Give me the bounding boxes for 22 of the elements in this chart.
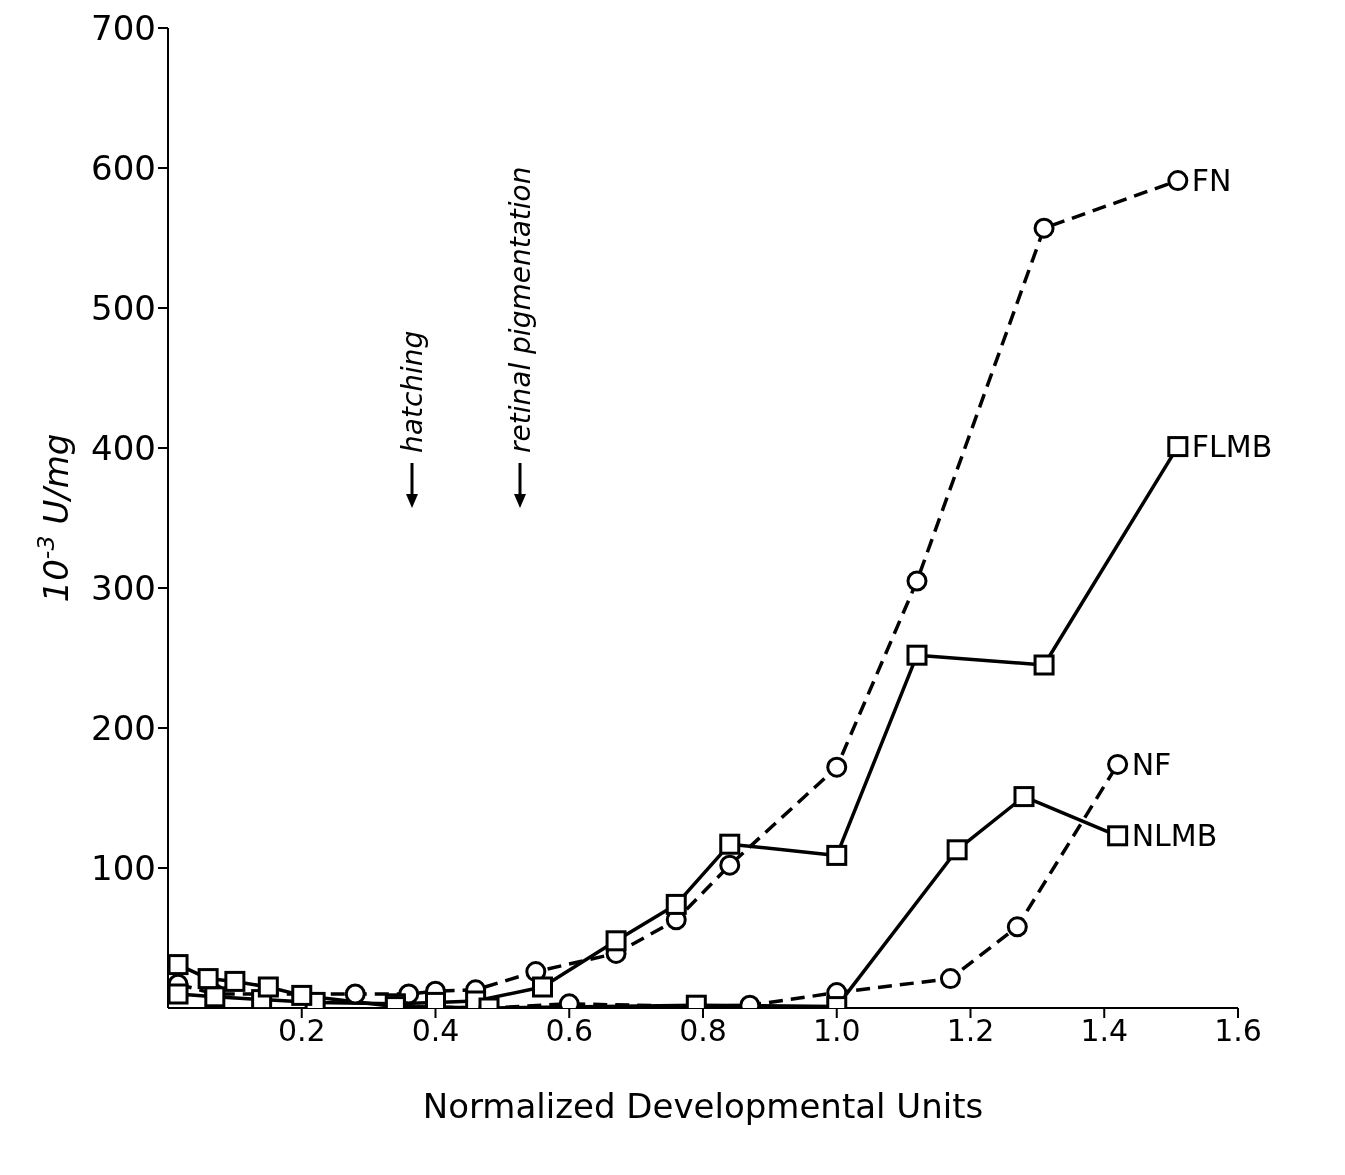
y-tick-label: 200 xyxy=(91,708,156,749)
x-axis-title: Normalized Developmental Units xyxy=(422,1086,984,1126)
annotation: hatching xyxy=(396,330,429,453)
y-tick-label: 300 xyxy=(91,568,156,609)
x-tick-label: 1.2 xyxy=(946,1013,995,1049)
series-label: FN xyxy=(1191,163,1232,199)
x-tick-label: 1.6 xyxy=(1214,1013,1262,1049)
x-tick-label: 0.8 xyxy=(679,1013,727,1049)
x-tick-label: 0.6 xyxy=(545,1013,594,1049)
y-tick-label: 600 xyxy=(91,148,156,189)
x-tick-label: 1.0 xyxy=(812,1013,861,1049)
y-tick-label: 500 xyxy=(91,288,156,329)
y-tick-label: 400 xyxy=(91,428,156,469)
y-tick-label: 100 xyxy=(91,848,156,889)
series-label: NLMB xyxy=(1131,818,1218,854)
x-tick-label: 0.2 xyxy=(277,1013,326,1049)
series-label: FLMB xyxy=(1191,429,1273,465)
x-tick-label: 1.4 xyxy=(1080,1013,1129,1049)
x-tick-label: 0.4 xyxy=(411,1013,460,1049)
annotation: retinal pigmentation xyxy=(504,166,537,453)
series-label: NF xyxy=(1131,746,1172,782)
y-tick-label: 700 xyxy=(91,8,156,49)
